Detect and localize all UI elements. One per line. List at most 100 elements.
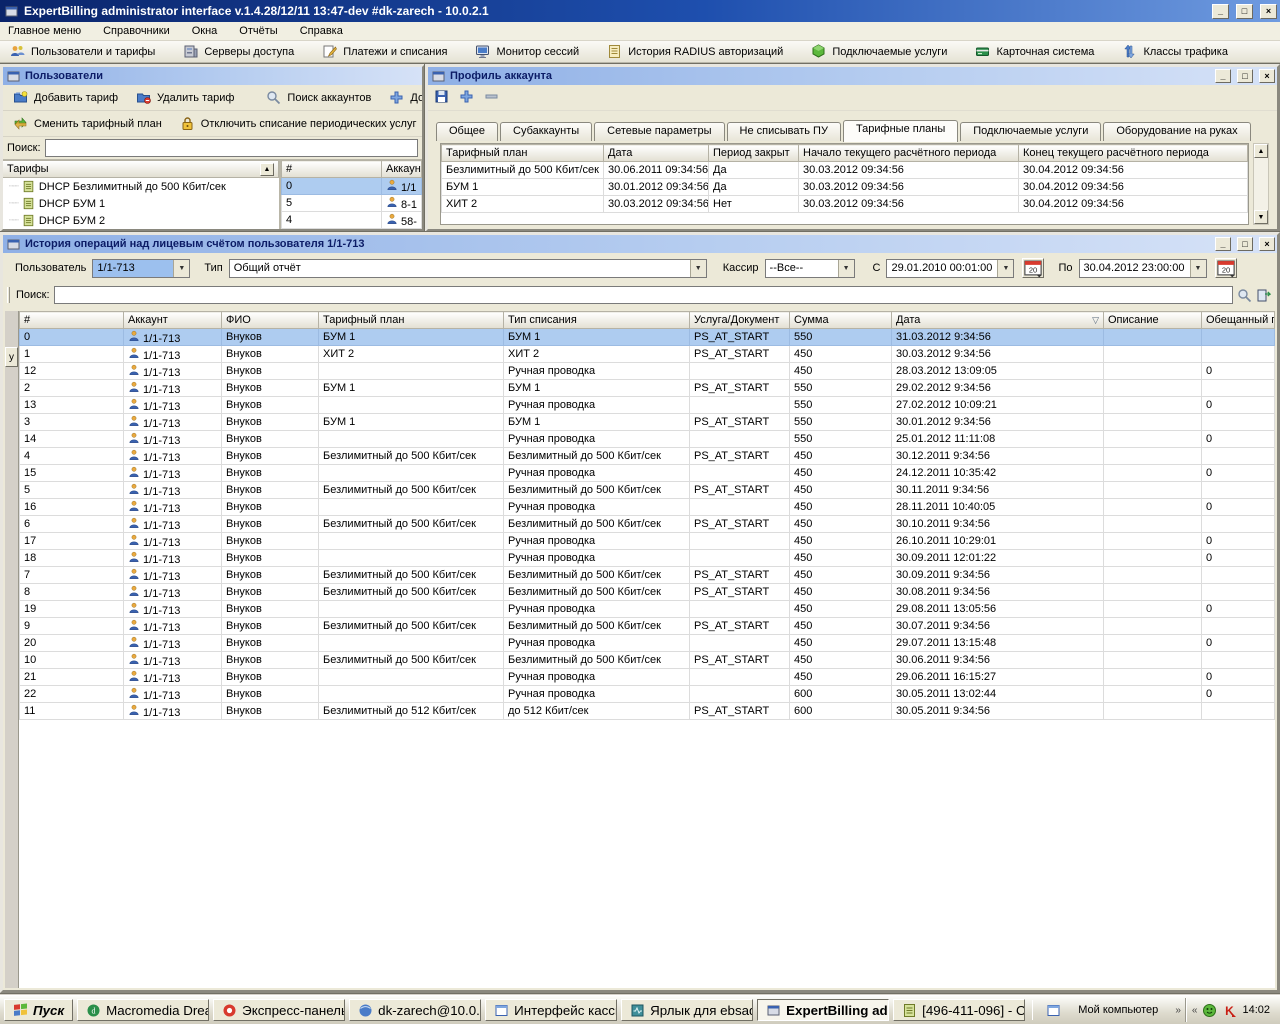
users-button[interactable]: Сменить тарифный план: [9, 114, 170, 133]
export-icon[interactable]: [1256, 288, 1271, 303]
column-header[interactable]: Сумма: [789, 311, 892, 329]
table-row[interactable]: 3 1/1-713 Внуков БУМ 1 БУМ 1 PS_AT_START 550 3…: [19, 413, 1275, 431]
table-row[interactable]: 2 1/1-713 Внуков БУМ 1 БУМ 1 PS_AT_START 550 2…: [19, 379, 1275, 397]
menu-item-Справка[interactable]: Справка: [299, 25, 343, 37]
column-header[interactable]: Услуга/Документ: [689, 311, 790, 329]
taskbar-button[interactable]: Ярлык для ebsadmin: [621, 999, 754, 1021]
scroll-down-icon[interactable]: ▼: [1254, 210, 1268, 224]
table-row[interactable]: 16 1/1-713 Внуков Ручная проводка 450 28.11.…: [19, 498, 1275, 516]
users-button[interactable]: Добавить тариф: [9, 88, 126, 107]
table-row[interactable]: 7 1/1-713 Внуков Безлимитный до 500 Кбит/с…: [19, 566, 1275, 584]
cashier-combobox[interactable]: --Все-- ▼: [764, 258, 855, 278]
toolbar-item[interactable]: Пользователи и тарифы: [10, 44, 155, 59]
close-button[interactable]: ×: [1259, 237, 1275, 251]
table-row[interactable]: 4 1/1-713 Внуков Безлимитный до 500 Кбит/с…: [19, 447, 1275, 465]
table-row[interactable]: 6 1/1-713 Внуков Безлимитный до 500 Кбит/с…: [19, 515, 1275, 533]
column-header[interactable]: Тарифный план: [441, 144, 604, 162]
table-row[interactable]: 20 1/1-713 Внуков Ручная проводка 450 29.07.…: [19, 634, 1275, 652]
tree-item[interactable]: ┈┈ DHCP БУМ 1: [3, 195, 279, 212]
table-row[interactable]: 1 1/1-713 Внуков ХИТ 2 ХИТ 2 PS_AT_START 450 3…: [19, 345, 1275, 363]
chevron-right-icon[interactable]: »: [1175, 1004, 1181, 1016]
column-header[interactable]: Тип списания: [503, 311, 690, 329]
tray-antivirus-icon[interactable]: K: [1222, 1003, 1237, 1018]
sort-asc-icon[interactable]: ▲: [260, 162, 274, 176]
minimize-button[interactable]: _: [1215, 69, 1231, 83]
taskbar-button[interactable]: [496-411-096] - Ок...: [893, 999, 1026, 1021]
toolbar-item[interactable]: Карточная система: [975, 44, 1094, 59]
minimize-button[interactable]: _: [1215, 237, 1231, 251]
side-tab[interactable]: у: [5, 347, 18, 367]
table-row[interactable]: 9 1/1-713 Внуков Безлимитный до 500 Кбит/с…: [19, 617, 1275, 635]
column-header[interactable]: Начало текущего расчётного периода: [798, 144, 1019, 162]
tab-Субаккаунты[interactable]: Субаккаунты: [500, 122, 593, 141]
taskbar-button[interactable]: Экспресс-панель -...: [213, 999, 346, 1021]
table-row[interactable]: 18 1/1-713 Внуков Ручная проводка 450 30.09.…: [19, 549, 1275, 567]
chevron-down-icon[interactable]: ▼: [1189, 259, 1206, 277]
table-row[interactable]: 11 1/1-713 Внуков Безлимитный до 512 Кбит/…: [19, 702, 1275, 720]
minimize-button[interactable]: _: [1212, 3, 1229, 19]
table-row[interactable]: 10 1/1-713 Внуков Безлимитный до 500 Кбит/…: [19, 651, 1275, 669]
users-button[interactable]: Отключить списание периодических услуг: [176, 114, 422, 133]
column-header[interactable]: Описание: [1103, 311, 1202, 329]
table-row[interactable]: 4 58-: [281, 211, 422, 229]
tab-Общее[interactable]: Общее: [436, 122, 499, 141]
profile-toolbar-button[interactable]: [434, 89, 449, 107]
maximize-button[interactable]: □: [1237, 69, 1253, 83]
chevron-down-icon[interactable]: ▼: [837, 259, 854, 277]
column-header[interactable]: Дата: [603, 144, 709, 162]
column-header[interactable]: Конец текущего расчётного периода: [1018, 144, 1248, 162]
table-row[interactable]: 17 1/1-713 Внуков Ручная проводка 450 26.10.…: [19, 532, 1275, 550]
table-row[interactable]: 22 1/1-713 Внуков Ручная проводка 600 30.05.…: [19, 685, 1275, 703]
table-row[interactable]: 21 1/1-713 Внуков Ручная проводка 450 29.06.…: [19, 668, 1275, 686]
toolbar-item[interactable]: Серверы доступа: [183, 44, 294, 59]
tab-Оборудование на руках[interactable]: Оборудование на руках: [1103, 122, 1251, 141]
tree-item[interactable]: ┈┈ DHCP Безлимитный до 500 Кбит/сек: [3, 178, 279, 195]
profile-toolbar-button[interactable]: [484, 89, 499, 107]
close-button[interactable]: ×: [1260, 3, 1277, 19]
table-row[interactable]: 5 8-1: [281, 194, 422, 212]
table-row[interactable]: 15 1/1-713 Внуков Ручная проводка 450 24.12.…: [19, 464, 1275, 482]
column-header[interactable]: #: [281, 160, 382, 178]
chevron-down-icon[interactable]: ▼: [173, 259, 190, 277]
taskbar-button[interactable]: dk-zarech@10.0.9....: [349, 999, 482, 1021]
maximize-button[interactable]: □: [1236, 3, 1253, 19]
date-to-combobox[interactable]: 30.04.2012 23:00:00 ▼: [1078, 258, 1207, 278]
tray-messenger-icon[interactable]: [1202, 1003, 1217, 1018]
users-search-input[interactable]: [44, 139, 418, 157]
column-header[interactable]: Период закрыт: [708, 144, 799, 162]
calendar-icon[interactable]: 20: [1214, 258, 1237, 278]
tab-Подключаемые услуги[interactable]: Подключаемые услуги: [960, 122, 1102, 141]
column-header[interactable]: Аккаунт: [123, 311, 222, 329]
history-window-titlebar[interactable]: История операций над лицевым счётом поль…: [3, 235, 1277, 253]
table-row[interactable]: 0 1/1-713 Внуков БУМ 1 БУМ 1 PS_AT_START 550 3…: [19, 328, 1275, 346]
toolbar-item[interactable]: Платежи и списания: [322, 44, 447, 59]
history-search-input[interactable]: [53, 286, 1233, 304]
toolbar-item[interactable]: История RADIUS авторизаций: [607, 44, 783, 59]
table-row[interactable]: ХИТ 2 30.03.2012 09:34:56 Нет 30.03.2012 09…: [441, 195, 1248, 213]
deskband-label[interactable]: Мой компьютер: [1078, 1004, 1159, 1016]
toolbar-window-icon[interactable]: [1046, 1003, 1061, 1018]
profile-scrollbar[interactable]: ▲ ▼: [1253, 143, 1269, 225]
column-header[interactable]: Тарифный план: [318, 311, 504, 329]
column-header[interactable]: Обещанный пл: [1201, 311, 1275, 329]
search-icon[interactable]: [1237, 288, 1252, 303]
type-combobox[interactable]: Общий отчёт ▼: [228, 258, 707, 278]
close-button[interactable]: ×: [1259, 69, 1275, 83]
column-header[interactable]: Аккаунт: [381, 160, 422, 178]
table-row[interactable]: 0 1/1: [281, 177, 422, 195]
tab-Сетевые параметры[interactable]: Сетевые параметры: [594, 122, 725, 141]
menu-item-Окна[interactable]: Окна: [191, 25, 218, 37]
table-row[interactable]: 5 1/1-713 Внуков Безлимитный до 500 Кбит/с…: [19, 481, 1275, 499]
column-header[interactable]: ФИО: [221, 311, 319, 329]
chevron-down-icon[interactable]: ▼: [997, 259, 1014, 277]
menu-item-Справочники[interactable]: Справочники: [103, 25, 170, 37]
column-header[interactable]: Дата ▽: [891, 311, 1104, 329]
tree-item[interactable]: ┈┈ DHCP БУМ 2: [3, 212, 279, 229]
table-row[interactable]: 12 1/1-713 Внуков Ручная проводка 450 28.03.…: [19, 362, 1275, 380]
table-row[interactable]: Безлимитный до 500 Кбит/сек 30.06.2011 09…: [441, 161, 1248, 179]
table-row[interactable]: 19 1/1-713 Внуков Ручная проводка 450 29.08.…: [19, 600, 1275, 618]
users-button[interactable]: Поиск аккаунтов: [262, 88, 379, 107]
users-window-titlebar[interactable]: Пользователи: [3, 67, 422, 85]
taskbar-button[interactable]: d Macromedia Dream...: [77, 999, 210, 1021]
chevron-down-icon[interactable]: ▼: [689, 259, 706, 277]
